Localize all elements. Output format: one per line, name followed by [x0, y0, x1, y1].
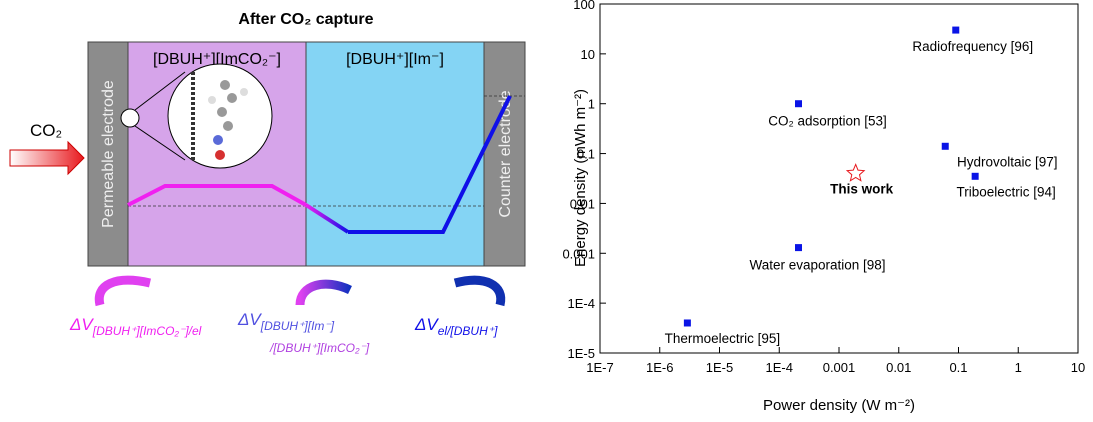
- x-tick-label: 1E-6: [646, 360, 673, 375]
- symbol: ΔV: [237, 310, 262, 329]
- data-label: Hydrovoltaic [97]: [957, 154, 1058, 169]
- data-label: This work: [830, 181, 894, 196]
- data-label: Triboelectric [94]: [957, 184, 1056, 199]
- region: [305, 41, 485, 267]
- curved-arrow: [295, 279, 352, 306]
- subscript: el/[DBUH⁺]: [438, 324, 498, 338]
- input-arrow: [9, 140, 85, 176]
- y-tick-label: 0.001: [562, 246, 595, 261]
- y-tick-label: 0.01: [570, 196, 595, 211]
- y-tick-label: 100: [573, 0, 595, 12]
- symbol: ΔV: [414, 315, 439, 334]
- x-axis-label: Power density (W m⁻²): [763, 397, 915, 414]
- point: [845, 163, 866, 182]
- point: [683, 319, 691, 327]
- x-tick-label: 1E-4: [766, 360, 793, 375]
- data-label: CO₂ adsorption [53]: [768, 114, 887, 129]
- potential-label: ΔV[DBUH⁺][ImCO₂⁻]/el: [69, 315, 202, 338]
- y-tick-label: 1E-4: [568, 296, 595, 311]
- x-tick-label: 0.01: [886, 360, 911, 375]
- y-axis-label: Energy density (mWh m⁻²): [572, 89, 589, 267]
- region-label: [DBUH⁺][Im⁻]: [346, 51, 444, 68]
- x-tick-label: 10: [1071, 360, 1085, 375]
- potential-label: ΔVel/[DBUH⁺]: [414, 315, 498, 338]
- potential-line: [348, 95, 512, 234]
- chart: Power density (W m⁻²) Energy density (mW…: [562, 0, 1085, 414]
- curved-arrow: [453, 275, 506, 307]
- molecule: [208, 80, 248, 160]
- electrode-label: Permeable electrode: [100, 80, 117, 228]
- subscript: [DBUH⁺][ImCO₂⁻]/el: [92, 324, 202, 338]
- subscript: /[DBUH⁺][ImCO₂⁻]: [269, 341, 370, 355]
- x-tick-label: 0.001: [823, 360, 856, 375]
- electrode: [483, 41, 526, 267]
- y-tick-label: 10: [581, 47, 595, 62]
- potential-line: [127, 184, 307, 207]
- diagram-title: After CO₂ capture: [238, 11, 373, 28]
- data-label: Radiofrequency [96]: [912, 39, 1033, 54]
- point: [952, 26, 960, 34]
- potential-label: ΔV[DBUH⁺][Im⁻]: [237, 310, 335, 333]
- point: [795, 244, 803, 252]
- electrode: [87, 41, 129, 267]
- point: [971, 172, 979, 180]
- zoom-spot: [120, 108, 140, 128]
- x-tick-label: 0.1: [949, 360, 967, 375]
- subscript: [DBUH⁺][Im⁻]: [260, 319, 335, 333]
- point: [941, 142, 949, 150]
- y-tick-label: 1: [588, 97, 595, 112]
- data-label: Water evaporation [98]: [749, 258, 885, 273]
- x-tick-label: 1: [1015, 360, 1022, 375]
- plot-frame: [599, 3, 1079, 354]
- x-tick-label: 1E-5: [706, 360, 733, 375]
- y-tick-label: 1E-5: [568, 346, 595, 361]
- input-label: CO₂: [30, 121, 62, 140]
- zoom-line: [134, 71, 186, 111]
- potential-line: [304, 203, 350, 234]
- symbol: ΔV: [69, 315, 94, 334]
- curved-arrow: [94, 275, 152, 307]
- electrode-label: Counter electrode: [497, 90, 514, 217]
- x-tick-label: 1E-7: [586, 360, 613, 375]
- diagram: After CO₂ capture [DBUH⁺][ImCO₂⁻] [DBUH⁺…: [9, 11, 526, 355]
- region-label: [DBUH⁺][ImCO₂⁻]: [153, 51, 281, 68]
- data-label: Thermoelectric [95]: [665, 331, 781, 346]
- zoom-line: [134, 125, 186, 161]
- point: [795, 100, 803, 108]
- y-tick-label: 0.1: [577, 147, 595, 162]
